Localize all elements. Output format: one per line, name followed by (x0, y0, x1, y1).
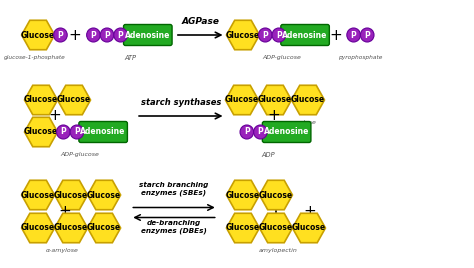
Polygon shape (227, 180, 259, 210)
Text: P: P (257, 128, 263, 136)
Text: P: P (61, 128, 66, 136)
Circle shape (56, 125, 70, 139)
Circle shape (240, 125, 254, 139)
Circle shape (347, 28, 360, 42)
Text: P: P (351, 31, 356, 39)
Polygon shape (227, 20, 259, 50)
Text: P: P (244, 128, 250, 136)
FancyBboxPatch shape (262, 121, 311, 143)
Text: P: P (57, 31, 64, 39)
Polygon shape (22, 180, 55, 210)
Polygon shape (292, 85, 325, 115)
Polygon shape (25, 85, 57, 115)
Circle shape (272, 28, 286, 42)
Text: Glucose: Glucose (21, 31, 55, 39)
Polygon shape (88, 180, 120, 210)
FancyBboxPatch shape (79, 121, 128, 143)
Text: P: P (91, 31, 96, 39)
Text: Glucose: Glucose (226, 31, 260, 39)
Text: Glucose: Glucose (57, 95, 91, 105)
Text: Adenosine: Adenosine (125, 31, 171, 39)
Text: Glucose: Glucose (292, 224, 326, 233)
Text: Glucose: Glucose (259, 191, 293, 199)
Text: pyrophosphate: pyrophosphate (338, 55, 383, 60)
Text: +: + (303, 204, 316, 219)
Text: P: P (263, 31, 268, 39)
Text: Adenosine: Adenosine (264, 128, 310, 136)
Polygon shape (292, 213, 326, 243)
Circle shape (258, 28, 272, 42)
Text: Glucose: Glucose (24, 95, 58, 105)
Text: ADP-glucose: ADP-glucose (60, 152, 99, 157)
Text: Glucose: Glucose (226, 191, 260, 199)
Polygon shape (88, 213, 120, 243)
Text: P: P (104, 31, 110, 39)
Polygon shape (25, 117, 57, 147)
Polygon shape (55, 180, 88, 210)
Text: Glucose: Glucose (21, 224, 55, 233)
Circle shape (70, 125, 84, 139)
Polygon shape (22, 20, 55, 50)
Text: ADP: ADP (261, 152, 275, 158)
Text: P: P (118, 31, 124, 39)
Text: glucose-1-phosphate: glucose-1-phosphate (4, 55, 66, 60)
Text: ADP-glucose: ADP-glucose (262, 55, 301, 60)
Polygon shape (258, 85, 292, 115)
Text: Adenosine: Adenosine (81, 128, 126, 136)
Circle shape (100, 28, 114, 42)
Text: +: + (48, 109, 61, 124)
Text: starch branching
enzymes (SBEs): starch branching enzymes (SBEs) (139, 182, 209, 195)
Text: Glucose: Glucose (21, 191, 55, 199)
Polygon shape (227, 213, 259, 243)
Polygon shape (57, 85, 91, 115)
Text: Glucose: Glucose (226, 224, 260, 233)
Text: P: P (365, 31, 370, 39)
Text: Adenosine: Adenosine (283, 31, 328, 39)
Text: P: P (74, 128, 80, 136)
Text: Glucose: Glucose (54, 224, 88, 233)
Text: +: + (268, 109, 281, 124)
Circle shape (114, 28, 128, 42)
Text: starch synthases: starch synthases (141, 98, 221, 107)
Text: P: P (276, 31, 282, 39)
FancyBboxPatch shape (281, 24, 329, 46)
Text: de-branching
enzymes (DBEs): de-branching enzymes (DBEs) (141, 221, 207, 234)
Text: Glucose: Glucose (258, 95, 292, 105)
Text: Glucose: Glucose (225, 95, 259, 105)
Circle shape (254, 125, 267, 139)
Text: α-amylose: α-amylose (284, 120, 317, 125)
FancyBboxPatch shape (124, 24, 172, 46)
Circle shape (360, 28, 374, 42)
Polygon shape (259, 213, 292, 243)
Text: Glucose: Glucose (87, 224, 121, 233)
Polygon shape (22, 213, 55, 243)
Text: Glucose: Glucose (54, 191, 88, 199)
Text: α-amylose: α-amylose (46, 248, 79, 253)
Polygon shape (226, 85, 258, 115)
Text: amylopectin: amylopectin (258, 248, 297, 253)
Text: Glucose: Glucose (291, 95, 325, 105)
Circle shape (87, 28, 100, 42)
Text: Glucose: Glucose (259, 224, 293, 233)
Polygon shape (259, 180, 292, 210)
Text: +: + (69, 28, 82, 43)
Text: Glucose: Glucose (24, 128, 58, 136)
Text: +: + (58, 204, 71, 219)
Text: +: + (330, 28, 343, 43)
Text: Glucose: Glucose (87, 191, 121, 199)
Circle shape (54, 28, 67, 42)
Text: AGPase: AGPase (181, 17, 219, 26)
Text: ATP: ATP (124, 55, 137, 61)
Polygon shape (55, 213, 88, 243)
